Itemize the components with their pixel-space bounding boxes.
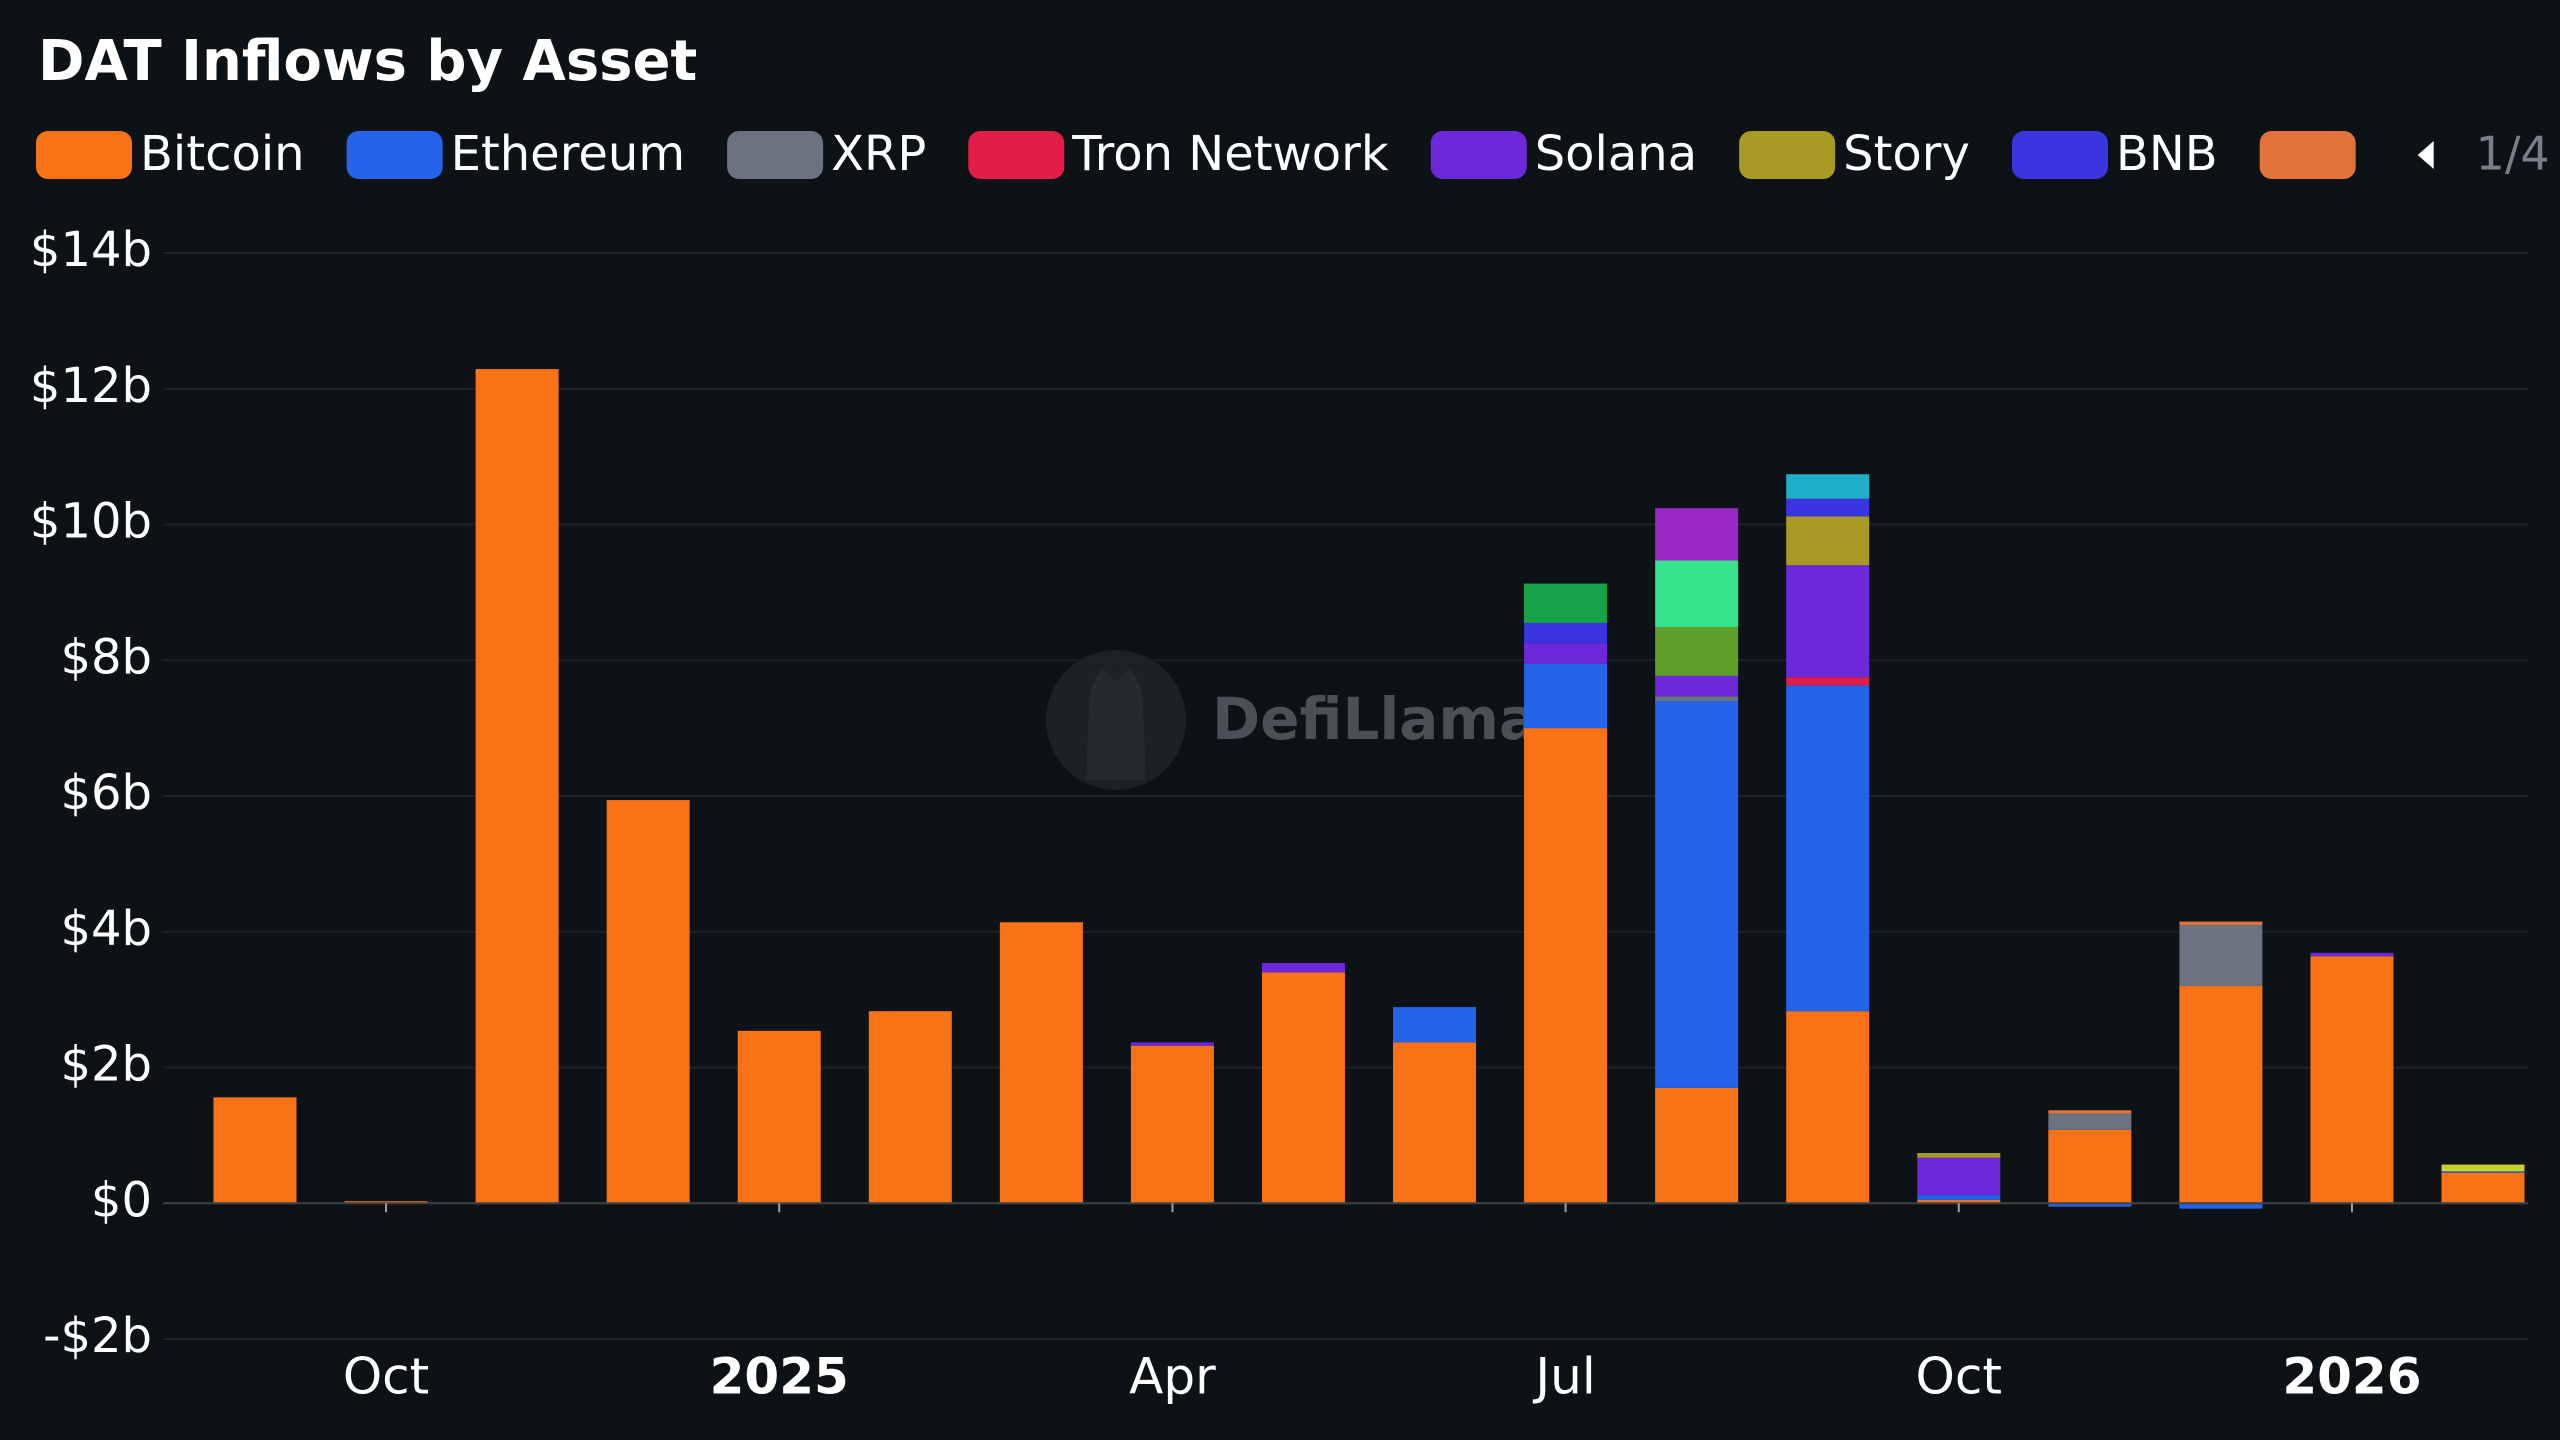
bar-segment[interactable] [1917, 1153, 2001, 1158]
y-tick-label: $12b [30, 358, 152, 414]
bar-segment[interactable] [2441, 1171, 2525, 1173]
bar-segment[interactable] [1917, 1195, 2001, 1200]
bar-segment[interactable] [2179, 1203, 2263, 1209]
bar-segment[interactable] [1524, 728, 1608, 1204]
legend-swatch[interactable] [968, 131, 1065, 179]
bar-segment[interactable] [1524, 643, 1608, 664]
bar-segment[interactable] [2048, 1113, 2132, 1130]
bar-segment[interactable] [1786, 1011, 1870, 1204]
legend-swatch[interactable] [2259, 131, 2356, 179]
bar-segment[interactable] [475, 369, 559, 1204]
y-tick-label: $4b [60, 901, 152, 957]
bar-segment[interactable] [2179, 921, 2263, 925]
y-tick-label: $0 [91, 1172, 152, 1228]
y-tick-label: $14b [30, 222, 152, 278]
legend-swatch[interactable] [36, 131, 132, 179]
legend-label[interactable]: Tron Network [1071, 126, 1389, 182]
watermark-logo [1046, 650, 1186, 790]
x-tick-label: Apr [1129, 1348, 1216, 1406]
bar-segment[interactable] [1655, 1087, 1739, 1204]
bar-segment[interactable] [1130, 1045, 1214, 1204]
bar-segment[interactable] [1786, 474, 1870, 499]
bar-segment[interactable] [1393, 1007, 1477, 1043]
bar-segment[interactable] [1393, 1042, 1477, 1204]
chart-title: DAT Inflows by Asset [38, 29, 697, 94]
bar-segment[interactable] [2048, 1203, 2132, 1207]
y-tick-label: -$2b [43, 1308, 152, 1364]
x-tick-label: Oct [343, 1348, 429, 1406]
y-tick-label: $10b [30, 494, 152, 550]
legend-label[interactable]: BNB [2116, 126, 2218, 182]
bar-segment[interactable] [999, 922, 1083, 1204]
bar-segment[interactable] [1655, 696, 1739, 701]
legend-label[interactable]: Story [1843, 126, 1970, 182]
legend-label[interactable]: XRP [831, 126, 926, 182]
bar-segment[interactable] [2310, 952, 2394, 957]
bar-segment[interactable] [2048, 1129, 2132, 1204]
bar-segment[interactable] [1130, 1042, 1214, 1046]
bar-segment[interactable] [1655, 700, 1739, 1088]
legend-swatch[interactable] [1430, 131, 1527, 179]
bar-segment[interactable] [1786, 516, 1870, 566]
legend-label[interactable]: Bitcoin [140, 126, 305, 182]
bar-segment[interactable] [1917, 1199, 2001, 1204]
bar-segment[interactable] [2310, 956, 2394, 1204]
logo-circle [1046, 650, 1186, 790]
bar-segment[interactable] [1655, 560, 1739, 627]
y-tick-label: $8b [60, 629, 152, 685]
bar-segment[interactable] [344, 1201, 428, 1204]
bar-segment[interactable] [1655, 626, 1739, 676]
bar-segment[interactable] [2048, 1110, 2132, 1114]
legend-label[interactable]: Solana [1535, 126, 1697, 182]
bar-segment[interactable] [2179, 924, 2263, 987]
logo-llama [1086, 668, 1146, 780]
bar-segment[interactable] [606, 800, 690, 1204]
x-tick-label: 2026 [2282, 1348, 2421, 1406]
bar-segment[interactable] [1655, 508, 1739, 561]
legend-prev[interactable] [2417, 141, 2434, 169]
bar-segment[interactable] [1655, 675, 1739, 697]
legend-label[interactable]: Ethereum [451, 126, 686, 182]
bar-segment[interactable] [2179, 986, 2263, 1204]
bar-segment[interactable] [1524, 663, 1608, 729]
x-tick-label: 2025 [710, 1348, 849, 1406]
legend-page: 1/4 [2476, 127, 2550, 181]
bar-segment[interactable] [2441, 1172, 2525, 1204]
y-tick-label: $6b [60, 765, 152, 821]
legend-swatch[interactable] [2011, 131, 2108, 179]
bar-segment[interactable] [1786, 498, 1870, 517]
watermark: DefiLlama [1212, 685, 1538, 753]
bars [213, 369, 2525, 1209]
x-tick-label: Oct [1916, 1348, 2002, 1406]
x-tick-label: Jul [1532, 1348, 1595, 1406]
legend-swatch[interactable] [1739, 131, 1836, 179]
legend-swatch[interactable] [346, 131, 443, 179]
bar-segment[interactable] [213, 1097, 297, 1204]
legend-swatch[interactable] [727, 131, 824, 179]
bar-segment[interactable] [1524, 583, 1608, 623]
bar-segment[interactable] [1786, 565, 1870, 678]
legend: Bitcoin Ethereum XRP Tron Network Solana Stor… [36, 126, 2550, 182]
bar-segment[interactable] [1261, 972, 1345, 1204]
bar-segment[interactable] [1524, 622, 1608, 644]
bar-segment[interactable] [1786, 677, 1870, 686]
bar-segment[interactable] [1917, 1157, 2001, 1196]
y-tick-label: $2b [60, 1037, 152, 1093]
bar-segment[interactable] [1786, 685, 1870, 1012]
bar-segment[interactable] [737, 1030, 821, 1204]
bar-segment[interactable] [2441, 1164, 2525, 1172]
axes: -$2b $0 $2b $4b $6b $8b $10b $12b $14b Oct 2025 Apr… [30, 222, 2528, 1406]
bar-segment[interactable] [868, 1011, 952, 1204]
bar-segment[interactable] [1261, 962, 1345, 973]
